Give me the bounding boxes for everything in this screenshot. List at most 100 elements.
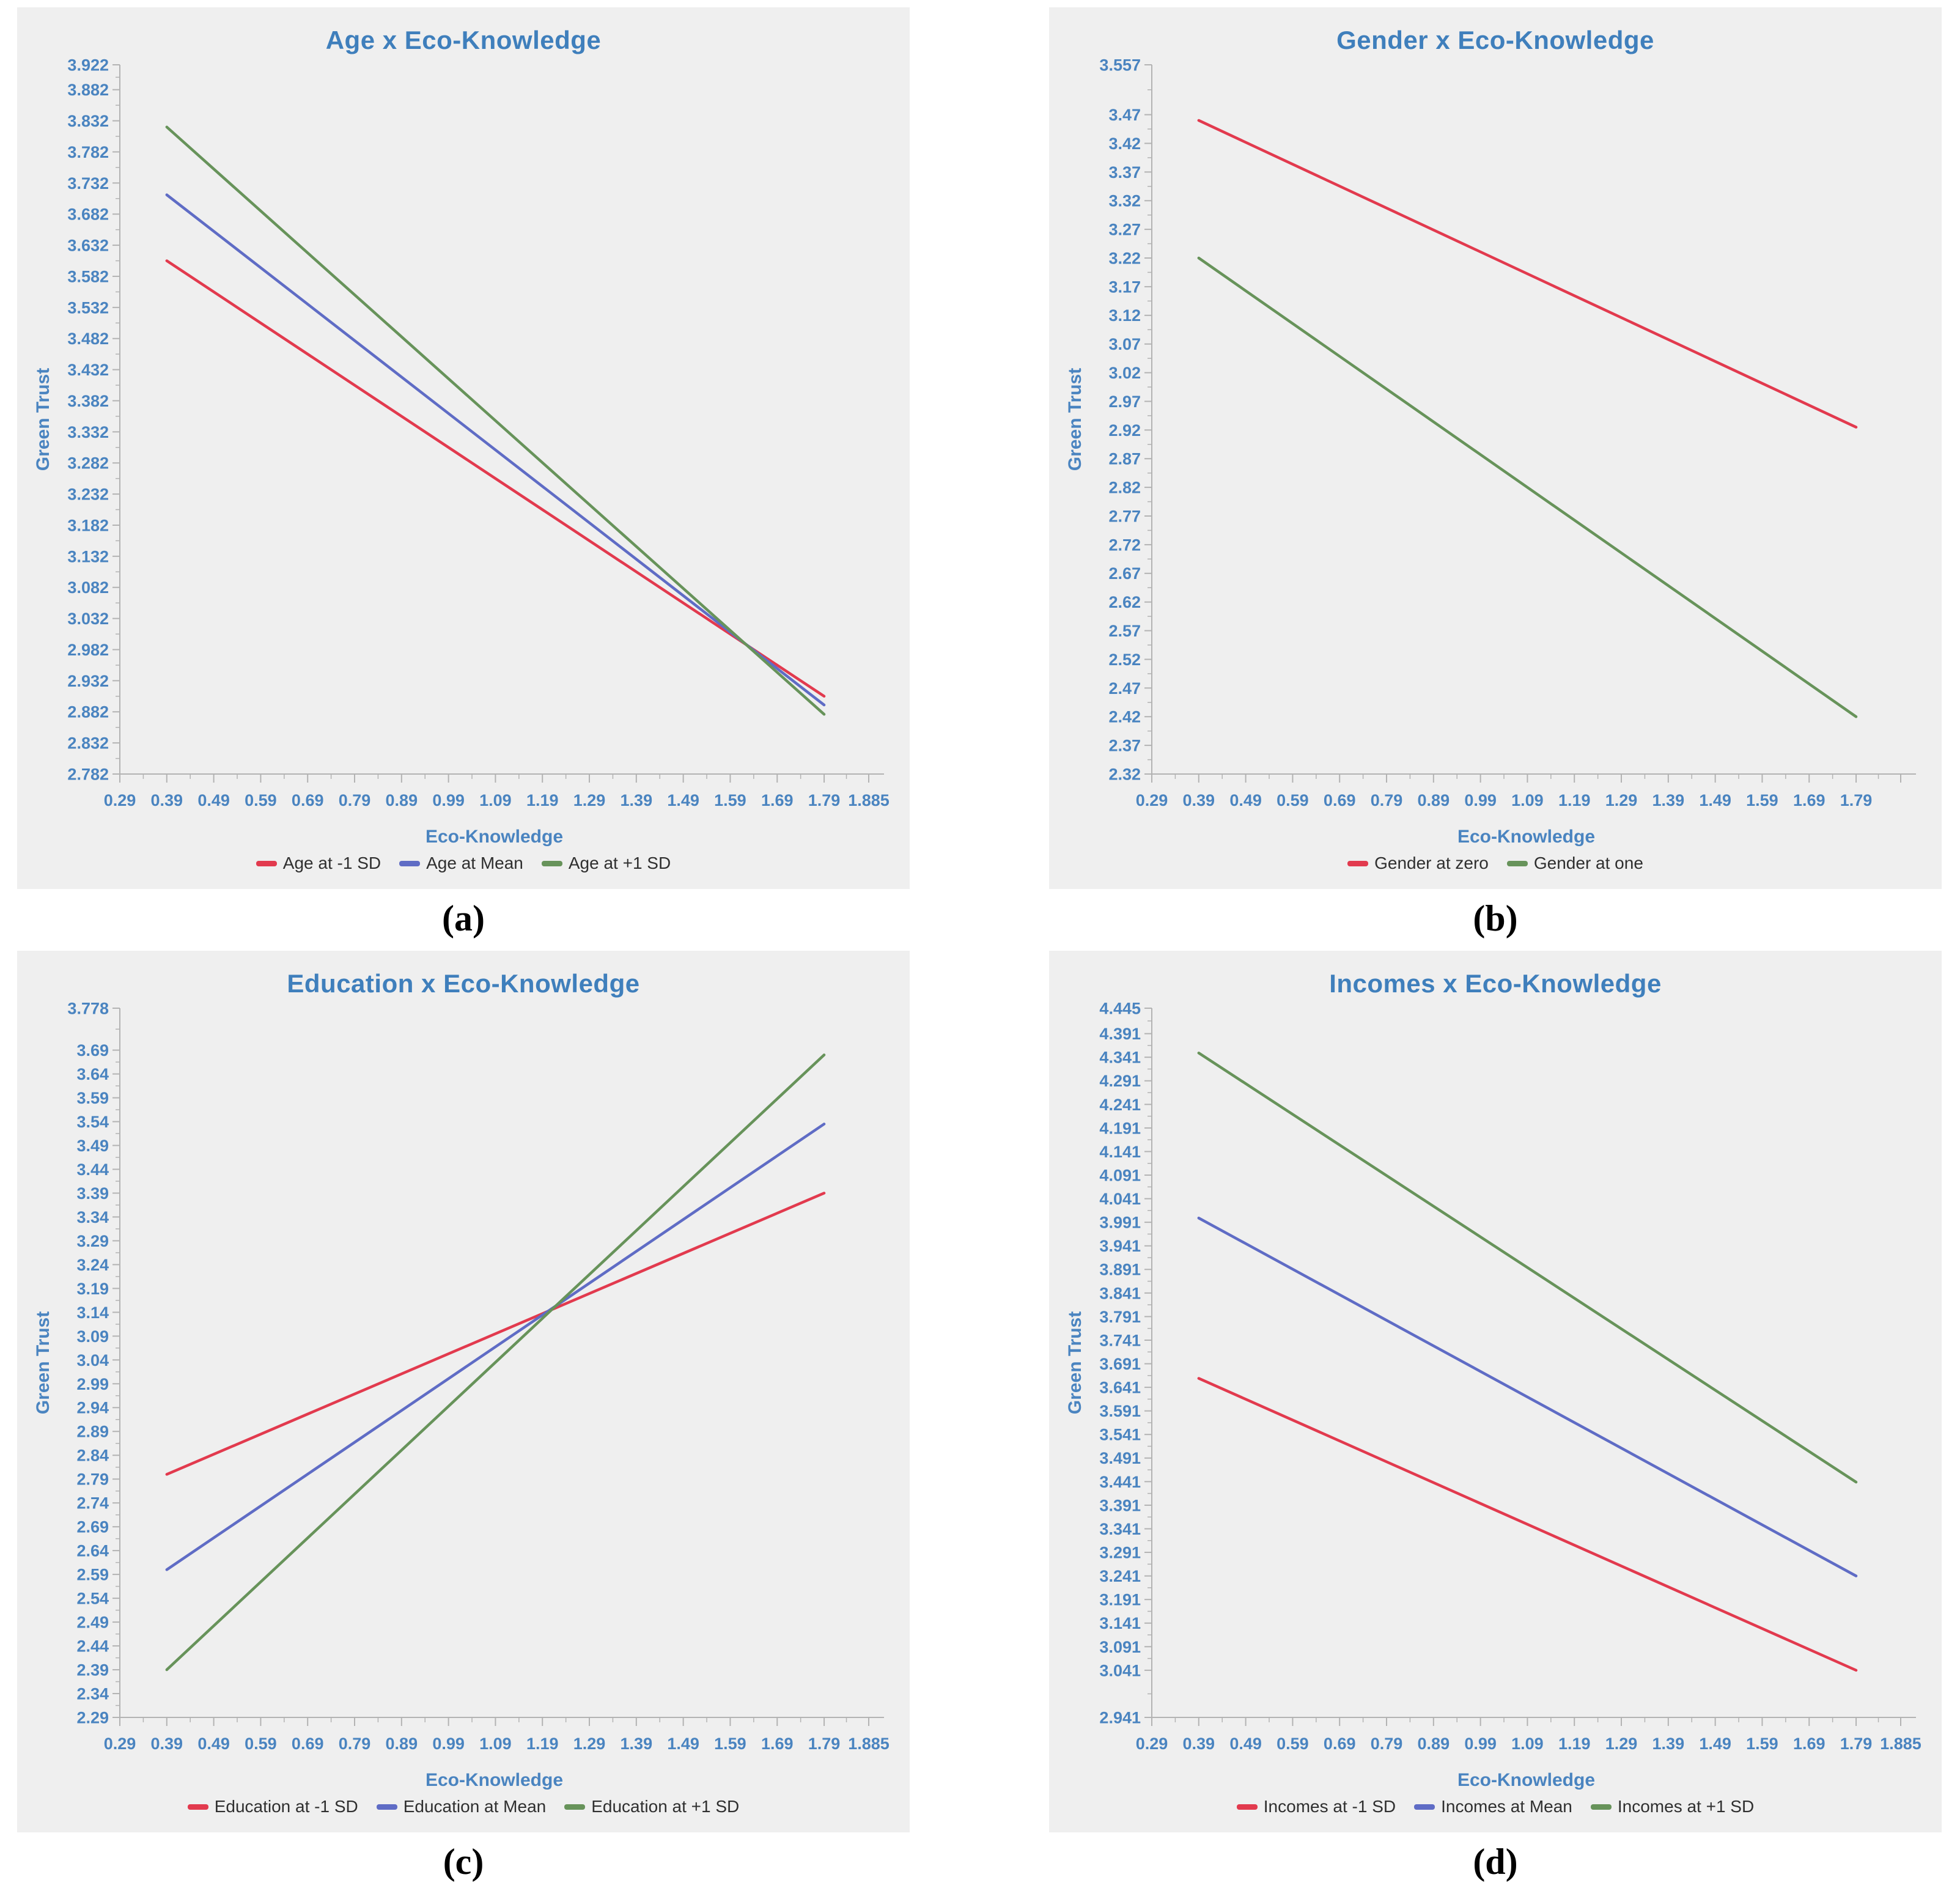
y-tick-label: 3.741 bbox=[1099, 1331, 1141, 1349]
y-tick-label: 3.27 bbox=[1108, 221, 1141, 239]
y-tick-label: 4.291 bbox=[1099, 1072, 1141, 1090]
series-group bbox=[165, 125, 826, 716]
y-tick-label: 3.782 bbox=[67, 143, 109, 161]
y-tick-label: 3.17 bbox=[1108, 278, 1141, 296]
y-tick-label: 2.47 bbox=[1108, 679, 1141, 698]
x-tick-label: 0.89 bbox=[386, 791, 418, 809]
chart-legend: Age at -1 SD Age at Mean Age at +1 SD bbox=[28, 854, 899, 873]
legend-swatch bbox=[399, 860, 421, 866]
figure-caption: (d) bbox=[1473, 1842, 1518, 1882]
y-tick-label: 2.29 bbox=[76, 1708, 109, 1727]
legend-swatch bbox=[1590, 1804, 1612, 1810]
x-tick-label: 1.59 bbox=[1746, 791, 1778, 809]
y-tick-label: 2.832 bbox=[67, 734, 109, 753]
legend-item-gender-at-zero: Gender at zero bbox=[1347, 854, 1489, 873]
x-tick-label: 0.89 bbox=[1418, 791, 1450, 809]
legend-swatch bbox=[1506, 860, 1528, 866]
x-tick-label: 0.39 bbox=[1183, 1735, 1215, 1753]
x-tick-label: 0.49 bbox=[197, 1735, 230, 1753]
y-tick-label: 3.332 bbox=[67, 423, 109, 441]
x-tick-label: 1.79 bbox=[808, 791, 841, 809]
x-tick-label: 0.59 bbox=[1277, 1735, 1309, 1753]
y-tick-label: 2.87 bbox=[1108, 450, 1141, 468]
figure-b: Gender x Eco-Knowledge 3.557 3.47 3.42 3.37… bbox=[1049, 7, 1942, 940]
chart-title: Incomes x Eco-Knowledge bbox=[1329, 969, 1662, 998]
x-tick-label: 1.79 bbox=[1840, 1735, 1873, 1753]
y-tick-label: 2.932 bbox=[67, 672, 109, 690]
x-tick-label: 1.79 bbox=[1840, 791, 1873, 809]
y-tick-label: 3.29 bbox=[76, 1232, 109, 1250]
x-tick-label: 0.59 bbox=[245, 791, 277, 809]
legend-item-gender-at-one: Gender at one bbox=[1506, 854, 1643, 873]
y-tick-label: 3.282 bbox=[67, 454, 109, 473]
y-tick-label: 3.941 bbox=[1099, 1237, 1141, 1255]
y-tick-label: 3.091 bbox=[1099, 1638, 1141, 1656]
x-tick-label: 0.79 bbox=[339, 791, 371, 809]
y-tick-label: 3.24 bbox=[76, 1256, 109, 1274]
y-tick-label: 4.445 bbox=[1099, 1001, 1141, 1017]
x-axis: 0.29 0.39 0.49 0.59 0.69 0.79 0.89 0.99 1.09 1.19… bbox=[1136, 1717, 1921, 1753]
x-tick-label: 0.89 bbox=[386, 1735, 418, 1753]
x-axis-title: Eco-Knowledge bbox=[1457, 827, 1595, 847]
axes bbox=[1151, 1008, 1916, 1718]
figure-c: Education x Eco-Knowledge 3.778 3.69 3.64 3… bbox=[17, 951, 910, 1883]
y-tick-label: 4.141 bbox=[1099, 1143, 1141, 1161]
chart-panel-c: Education x Eco-Knowledge 3.778 3.69 3.64 3… bbox=[17, 951, 910, 1832]
chart-canvas: 3.922 3.882 3.832 3.782 3.732 3.682 3.632 3.582… bbox=[28, 57, 899, 852]
y-tick-label: 3.341 bbox=[1099, 1520, 1141, 1538]
x-tick-label: 1.09 bbox=[1511, 791, 1544, 809]
legend-label: Gender at one bbox=[1533, 854, 1643, 872]
y-tick-label: 2.94 bbox=[76, 1399, 109, 1417]
legend-label: Age at -1 SD bbox=[282, 854, 381, 872]
x-tick-label: 1.19 bbox=[1558, 791, 1591, 809]
y-tick-label: 2.79 bbox=[76, 1470, 109, 1489]
legend-item-education-at-1-sd: Education at +1 SD bbox=[564, 1797, 739, 1816]
legend-item-education-at-1-sd: Education at -1 SD bbox=[187, 1797, 358, 1816]
y-tick-label: 3.12 bbox=[1108, 306, 1141, 325]
y-tick-label: 3.032 bbox=[67, 610, 109, 628]
y-tick-label: 3.49 bbox=[76, 1137, 109, 1155]
x-tick-label: 0.79 bbox=[1371, 791, 1403, 809]
x-tick-label: 0.29 bbox=[104, 791, 136, 809]
x-axis-title: Eco-Knowledge bbox=[426, 1770, 563, 1790]
legend-item-education-at-mean: Education at Mean bbox=[376, 1797, 546, 1816]
chart-svg-c: 3.778 3.69 3.64 3.59 3.54 3.49 3.44 3.39 3.34 3.2… bbox=[33, 1001, 890, 1790]
y-tick-label: 3.191 bbox=[1099, 1591, 1141, 1609]
x-tick-label: 1.19 bbox=[526, 791, 559, 809]
y-tick-label: 3.082 bbox=[67, 578, 109, 597]
y-tick-label: 3.557 bbox=[1099, 57, 1141, 74]
x-tick-label: 0.29 bbox=[1136, 791, 1168, 809]
y-tick-label: 3.69 bbox=[76, 1041, 109, 1060]
figure-d: Incomes x Eco-Knowledge 4.445 4.391 4.341 4… bbox=[1049, 951, 1942, 1883]
x-tick-label: 1.49 bbox=[667, 791, 699, 809]
chart-legend: Gender at zero Gender at one bbox=[1060, 854, 1931, 873]
x-axis-title: Eco-Knowledge bbox=[1457, 1770, 1595, 1790]
chart-canvas: 3.778 3.69 3.64 3.59 3.54 3.49 3.44 3.39 3.34 3.2… bbox=[28, 1001, 899, 1796]
legend-item-age-at-mean: Age at Mean bbox=[399, 854, 523, 873]
y-axis: 3.922 3.882 3.832 3.782 3.732 3.682 3.632 3.582… bbox=[67, 57, 120, 783]
series-group bbox=[1197, 119, 1858, 718]
figure-caption: (b) bbox=[1473, 898, 1518, 938]
legend-swatch bbox=[1236, 1804, 1258, 1810]
figure-caption: (a) bbox=[442, 898, 485, 938]
y-tick-label: 3.591 bbox=[1099, 1402, 1141, 1420]
y-tick-label: 4.091 bbox=[1099, 1166, 1141, 1184]
y-tick-label: 4.391 bbox=[1099, 1025, 1141, 1043]
y-tick-label: 3.391 bbox=[1099, 1496, 1141, 1514]
x-tick-label: 0.99 bbox=[1464, 791, 1497, 809]
y-tick-label: 3.39 bbox=[76, 1184, 109, 1203]
y-tick-label: 2.64 bbox=[76, 1542, 109, 1560]
y-axis-title: Green Trust bbox=[1065, 1311, 1085, 1414]
legend-item-incomes-at-1-sd: Incomes at -1 SD bbox=[1236, 1797, 1396, 1816]
y-tick-label: 2.62 bbox=[1108, 593, 1141, 611]
x-axis: 0.29 0.39 0.49 0.59 0.69 0.79 0.89 0.99 1.09 1.19… bbox=[104, 774, 890, 809]
y-tick-label: 3.32 bbox=[1108, 192, 1141, 210]
y-tick-label: 2.782 bbox=[67, 765, 109, 783]
y-tick-label: 3.14 bbox=[76, 1303, 109, 1322]
chart-panel-a: Age x Eco-Knowledge 3.922 3.882 3.832 3.782… bbox=[17, 7, 910, 889]
x-tick-label: 1.69 bbox=[761, 1735, 794, 1753]
x-tick-label: 1.19 bbox=[526, 1735, 559, 1753]
y-tick-label: 3.54 bbox=[76, 1113, 109, 1131]
y-tick-label: 2.49 bbox=[76, 1613, 109, 1632]
chart-title: Gender x Eco-Knowledge bbox=[1336, 26, 1654, 54]
